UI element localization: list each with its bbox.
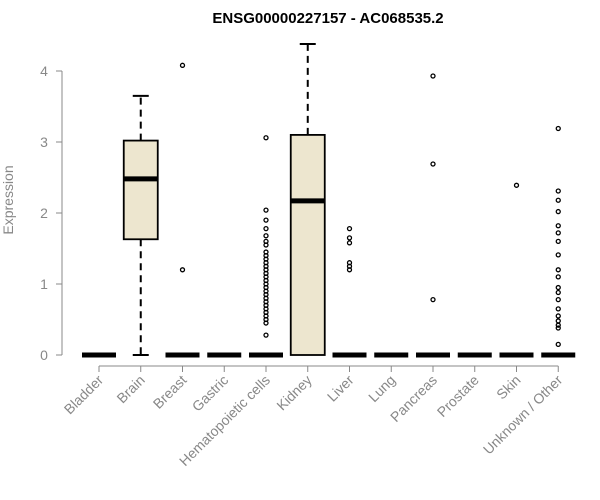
x-tick-label: Lung [365,372,398,405]
y-tick-label: 1 [40,276,48,292]
box-group [332,225,367,358]
outlier-point [430,296,436,303]
x-tick-label: Skin [493,372,524,403]
box-group [122,94,159,356]
outlier-point [430,161,436,167]
chart-title: ENSG00000227157 - AC068535.2 [212,10,443,27]
outlier-point [555,125,561,132]
outlier-point [555,284,561,291]
outlier-point [555,325,561,331]
box-group [289,43,326,356]
outlier-point [263,242,269,248]
outlier-point [179,62,186,68]
x-tick-label: Liver [324,372,357,405]
outlier-point [430,73,436,79]
outlier-point [555,341,561,348]
outlier-point [555,296,561,303]
y-axis: 0 1 2 3 4 [40,63,63,363]
outlier-point [263,207,269,213]
outlier-point [263,320,269,326]
outlier-point [555,230,561,236]
box-iqr [122,139,159,241]
y-axis-label: Expression [0,165,16,234]
outlier-point [179,267,186,273]
outlier-point [555,306,561,312]
x-tick-label: Brain [113,372,147,406]
outlier-point [263,217,269,223]
box-group [416,73,450,358]
outlier-point [346,267,353,273]
box-group [249,135,283,358]
outlier-point [555,223,561,229]
outlier-point [346,240,353,246]
y-tick-label: 2 [40,205,48,221]
outlier-point [513,182,520,188]
box-group [541,125,576,358]
outlier-point [263,225,269,232]
outlier-point [555,313,561,319]
outlier-point [555,267,561,273]
outlier-point [555,197,561,203]
outlier-point [555,318,561,324]
x-tick-label: Kidney [273,372,315,414]
y-tick-label: 4 [40,63,48,79]
y-tick-label: 0 [40,347,48,363]
box-group [499,182,534,358]
box-iqr [289,133,326,356]
x-tick-label: Breast [150,372,190,412]
outlier-point [555,238,561,245]
x-tick-label: Unknown / Other [480,372,566,458]
x-tick-label: Bladder [61,372,107,418]
outlier-point [555,274,561,280]
box-group [165,62,200,358]
outlier-point [555,208,561,215]
outlier-point [555,252,561,258]
y-tick-label: 3 [40,134,48,150]
outlier-point [263,233,269,239]
outlier-point [555,188,561,194]
outlier-point [263,135,269,141]
box-series [82,43,576,358]
outlier-point [555,289,561,296]
outlier-point [263,332,269,338]
x-tick-label: Prostate [434,372,482,420]
outlier-point [555,322,561,328]
outlier-point [346,235,353,241]
outlier-point [346,225,353,232]
